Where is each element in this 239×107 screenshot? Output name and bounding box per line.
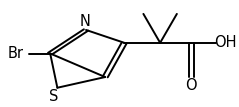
Text: O: O: [185, 78, 197, 93]
Text: S: S: [49, 89, 59, 104]
Text: Br: Br: [8, 46, 23, 61]
Text: N: N: [79, 14, 90, 29]
Text: OH: OH: [215, 35, 237, 50]
